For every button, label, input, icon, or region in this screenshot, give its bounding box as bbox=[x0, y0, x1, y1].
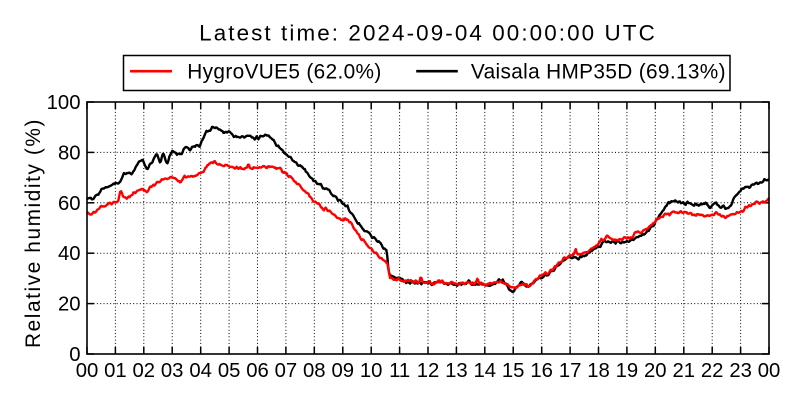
svg-text:01: 01 bbox=[104, 360, 127, 382]
svg-text:07: 07 bbox=[275, 360, 298, 382]
svg-text:12: 12 bbox=[417, 360, 440, 382]
svg-text:18: 18 bbox=[587, 360, 610, 382]
svg-text:00: 00 bbox=[76, 360, 99, 382]
svg-text:03: 03 bbox=[161, 360, 184, 382]
svg-text:20: 20 bbox=[58, 294, 81, 316]
svg-text:60: 60 bbox=[58, 193, 81, 215]
svg-text:16: 16 bbox=[530, 360, 553, 382]
svg-text:11: 11 bbox=[389, 360, 410, 382]
svg-text:17: 17 bbox=[559, 360, 582, 382]
svg-text:22: 22 bbox=[701, 360, 724, 382]
svg-text:HygroVUE5 (62.0%): HygroVUE5 (62.0%) bbox=[187, 61, 381, 84]
svg-text:Relative humidity (%): Relative humidity (%) bbox=[22, 118, 45, 348]
svg-text:20: 20 bbox=[644, 360, 667, 382]
svg-text:80: 80 bbox=[58, 142, 81, 164]
svg-text:08: 08 bbox=[303, 360, 326, 382]
svg-text:02: 02 bbox=[133, 360, 156, 382]
svg-text:0: 0 bbox=[69, 344, 80, 366]
svg-text:00: 00 bbox=[758, 360, 781, 382]
svg-text:19: 19 bbox=[616, 360, 639, 382]
svg-text:09: 09 bbox=[332, 360, 355, 382]
svg-text:06: 06 bbox=[246, 360, 269, 382]
svg-text:10: 10 bbox=[360, 360, 383, 382]
svg-text:100: 100 bbox=[47, 92, 81, 114]
svg-text:23: 23 bbox=[729, 360, 752, 382]
svg-text:Vaisala HMP35D (69.13%): Vaisala HMP35D (69.13%) bbox=[471, 61, 726, 84]
svg-text:Latest time: 2024-09-04 00:00:: Latest time: 2024-09-04 00:00:00 UTC bbox=[199, 21, 657, 46]
svg-text:21: 21 bbox=[673, 360, 696, 382]
svg-text:04: 04 bbox=[189, 360, 212, 382]
svg-text:40: 40 bbox=[58, 243, 81, 265]
svg-text:05: 05 bbox=[218, 360, 241, 382]
svg-text:13: 13 bbox=[445, 360, 468, 382]
svg-text:15: 15 bbox=[502, 360, 525, 382]
svg-text:14: 14 bbox=[474, 360, 497, 382]
